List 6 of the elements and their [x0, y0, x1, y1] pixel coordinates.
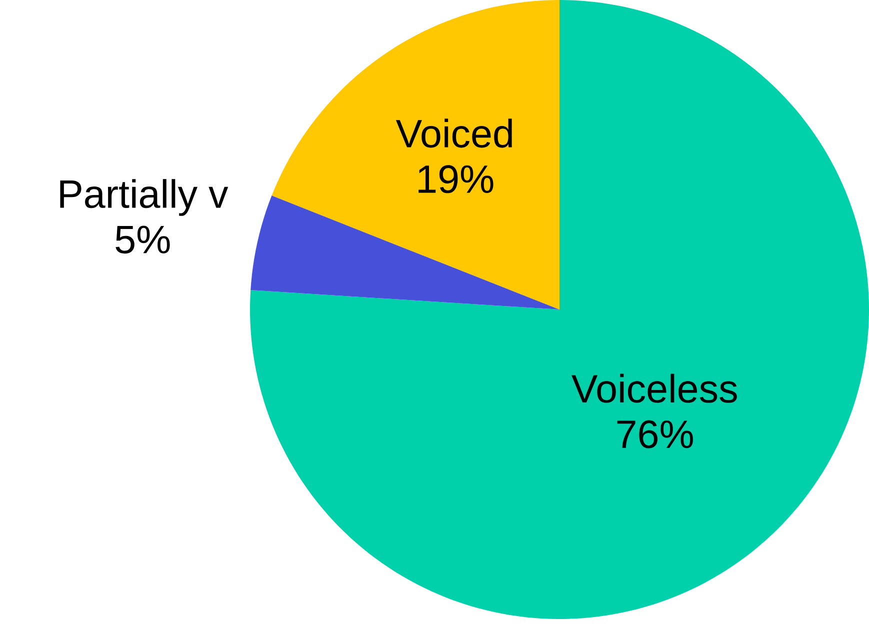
data-label: 76% — [617, 420, 693, 448]
data-label: 19% — [418, 165, 494, 194]
data-label: 5% — [116, 226, 170, 254]
slice-label: Partially v — [60, 179, 228, 216]
slice-label: Voiceless — [572, 374, 737, 403]
slice-label: Voiced — [396, 118, 512, 148]
